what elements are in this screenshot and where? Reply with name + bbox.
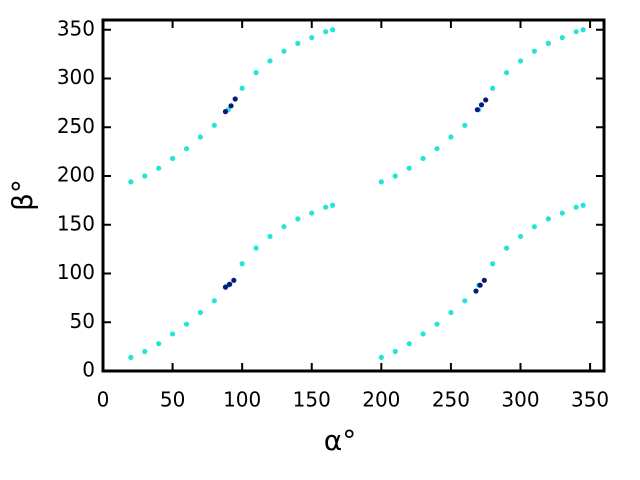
x-axis-label: α° <box>324 424 356 457</box>
point <box>406 165 412 171</box>
x-tick-label: 300 <box>501 388 539 412</box>
point <box>517 58 524 64</box>
y-tick-label: 50 <box>70 309 95 333</box>
x-tick-label: 250 <box>432 388 470 412</box>
point <box>156 165 162 171</box>
point <box>267 58 273 64</box>
y-tick-label: 250 <box>57 114 95 138</box>
point <box>483 97 489 103</box>
point <box>378 179 384 185</box>
point <box>448 309 454 316</box>
point <box>378 354 384 360</box>
point <box>232 96 238 102</box>
point <box>309 210 315 216</box>
point <box>253 70 259 76</box>
point <box>169 155 176 162</box>
point <box>281 224 287 230</box>
x-tick-label: 100 <box>223 388 261 412</box>
point <box>531 224 538 230</box>
point <box>211 122 217 128</box>
y-tick-label: 200 <box>57 163 95 187</box>
point <box>406 341 412 347</box>
plot-frame <box>101 18 606 373</box>
x-tick-label: 350 <box>571 388 609 412</box>
point <box>183 146 190 152</box>
point <box>222 109 229 115</box>
point <box>239 261 245 267</box>
point <box>462 298 468 304</box>
point <box>517 233 524 240</box>
y-tick-label: 100 <box>57 260 95 284</box>
point <box>392 173 398 179</box>
point <box>323 29 329 35</box>
x-tick-label: 150 <box>293 388 331 412</box>
point <box>222 284 229 290</box>
point <box>580 27 586 33</box>
point <box>559 210 565 216</box>
point <box>231 277 237 283</box>
x-tick-label: 50 <box>160 388 185 412</box>
point <box>142 173 148 179</box>
point <box>253 245 259 251</box>
point <box>481 277 487 283</box>
point <box>295 40 301 47</box>
point <box>197 309 204 316</box>
point <box>531 48 538 54</box>
point <box>434 146 440 152</box>
y-axis-label: β° <box>6 179 39 211</box>
point <box>227 281 233 287</box>
point <box>573 29 579 35</box>
point <box>448 134 454 140</box>
point <box>473 288 479 294</box>
point <box>490 261 496 267</box>
point <box>281 48 287 54</box>
point <box>330 202 336 208</box>
point <box>477 282 483 288</box>
point <box>434 321 440 327</box>
point <box>267 233 273 240</box>
point <box>474 107 480 113</box>
point <box>330 27 336 33</box>
point <box>323 204 329 210</box>
point <box>211 298 217 304</box>
point <box>545 216 551 222</box>
point <box>183 321 190 327</box>
y-tick-label: 150 <box>57 211 95 235</box>
point <box>478 102 485 108</box>
point <box>295 216 301 222</box>
point <box>545 40 551 47</box>
point <box>559 34 565 41</box>
point <box>490 85 496 91</box>
y-tick-label: 0 <box>82 358 95 382</box>
point <box>142 348 148 355</box>
point <box>573 204 579 210</box>
point <box>128 354 134 360</box>
x-tick-label: 200 <box>362 388 400 412</box>
point <box>228 103 234 109</box>
point <box>580 202 586 208</box>
y-tick-label: 350 <box>57 16 95 40</box>
y-tick-label: 300 <box>57 65 95 89</box>
point <box>462 122 468 128</box>
point <box>128 179 134 185</box>
x-tick-label: 0 <box>97 388 110 412</box>
point <box>392 348 398 355</box>
point <box>309 34 315 41</box>
point <box>420 331 426 337</box>
point <box>420 155 426 162</box>
point <box>503 245 510 251</box>
point <box>503 70 510 76</box>
point <box>156 341 162 347</box>
point <box>169 331 176 337</box>
point <box>239 85 245 91</box>
point <box>197 134 204 140</box>
